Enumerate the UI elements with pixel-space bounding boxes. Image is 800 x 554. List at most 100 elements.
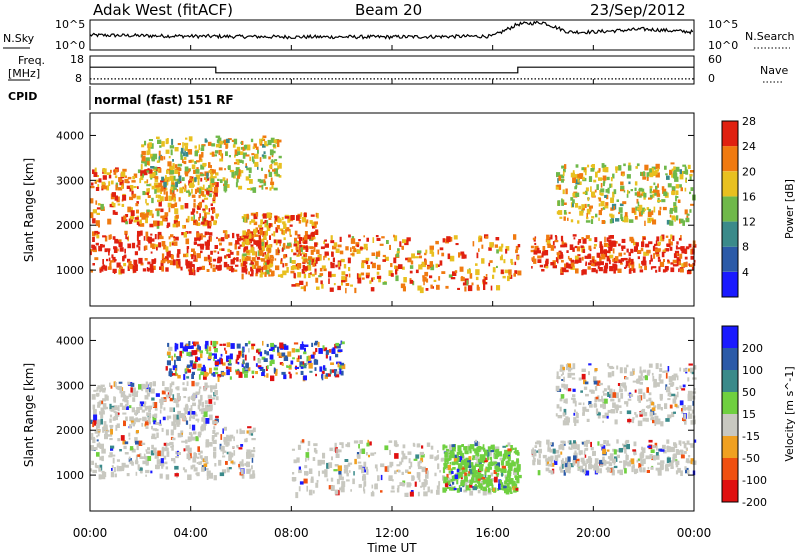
echo-cell [575,192,580,197]
echo-cell [668,238,671,244]
echo-cell [450,484,453,488]
echo-cell [445,483,449,488]
echo-cell [336,448,338,454]
colorbar-segment [722,414,738,436]
echo-cell [496,265,498,268]
echo-cell [659,463,664,470]
echo-cell [106,185,109,191]
echo-cell [481,244,484,249]
echo-cell [436,284,440,290]
echo-cell [619,469,623,476]
echo-cell [107,248,111,251]
echo-cell [286,365,288,368]
echo-cell [514,447,517,453]
echo-cell [646,172,649,179]
echo-cell [241,241,246,247]
echo-cell [266,351,269,356]
echo-cell [628,181,631,185]
echo-cell [389,449,391,455]
echo-cell [92,231,96,237]
echo-cell [170,254,174,260]
echo-cell [666,219,671,225]
echo-cell [613,189,617,195]
echo-cell [290,215,295,220]
echo-cell [452,271,457,276]
echo-cell [300,212,303,217]
echo-cell [354,458,357,465]
echo-cell [275,368,278,375]
echo-cell [324,239,327,242]
echo-cell [339,487,342,491]
echo-cell [621,216,624,221]
echo-cell [190,433,193,438]
echo-cell [591,216,595,219]
echo-cell [573,440,576,444]
echo-cell [201,466,205,472]
echo-cell [508,475,511,481]
echo-cell [188,453,192,459]
echo-cell [137,240,141,246]
echo-cell [278,155,282,159]
echo-cell [620,188,625,192]
echo-cell [139,223,145,227]
echo-cell [204,400,208,404]
echo-cell [212,264,215,267]
echo-cell [434,472,437,477]
echo-cell [90,269,93,273]
echo-cell [654,442,658,448]
echo-cell [198,452,201,456]
echo-cell [255,371,258,375]
echo-cell [586,216,589,220]
echo-cell [341,444,344,449]
echo-cell [136,201,139,204]
echo-cell [169,170,175,175]
echo-cell [235,159,240,162]
echo-cell [563,408,567,415]
echo-cell [157,139,162,144]
echo-cell [337,449,340,453]
echo-cell [404,492,409,497]
echo-cell [152,381,156,387]
echo-cell [680,470,683,476]
echo-cell [645,417,649,422]
echo-cell [280,347,284,350]
echo-cell [507,275,510,282]
echo-cell [207,372,209,376]
echo-cell [430,284,433,289]
echo-cell [660,460,665,464]
echo-cell [296,357,300,362]
echo-cell [683,450,687,454]
echo-cell [100,412,104,419]
echo-cell [97,231,100,235]
echo-cell [321,470,326,474]
echo-cell [462,254,467,259]
echo-cell [681,263,684,268]
echo-cell [649,217,654,222]
echo-cell [213,186,219,193]
echo-cell [426,470,429,475]
echo-cell [142,385,147,390]
echo-cell [279,362,284,365]
echo-cell [673,202,677,207]
echo-cell [255,363,258,367]
echo-cell [629,268,634,271]
echo-cell [94,181,97,184]
echo-cell [235,242,240,245]
colorbar-tick: 8 [742,241,749,254]
echo-cell [171,381,175,386]
echo-cell [166,451,170,457]
echo-cell [672,235,675,241]
echo-cell [442,238,446,243]
echo-cell [472,486,478,491]
echo-cell [338,365,343,370]
colorbar-segment [722,370,738,392]
echo-cell [199,233,203,240]
echo-cell [538,459,541,465]
echo-cell [439,247,444,251]
echo-cell [195,382,200,385]
echo-cell [687,377,690,382]
echo-cell [639,187,643,192]
colorbar-segment [722,271,738,297]
echo-cell [266,227,271,231]
echo-cell [556,172,561,178]
